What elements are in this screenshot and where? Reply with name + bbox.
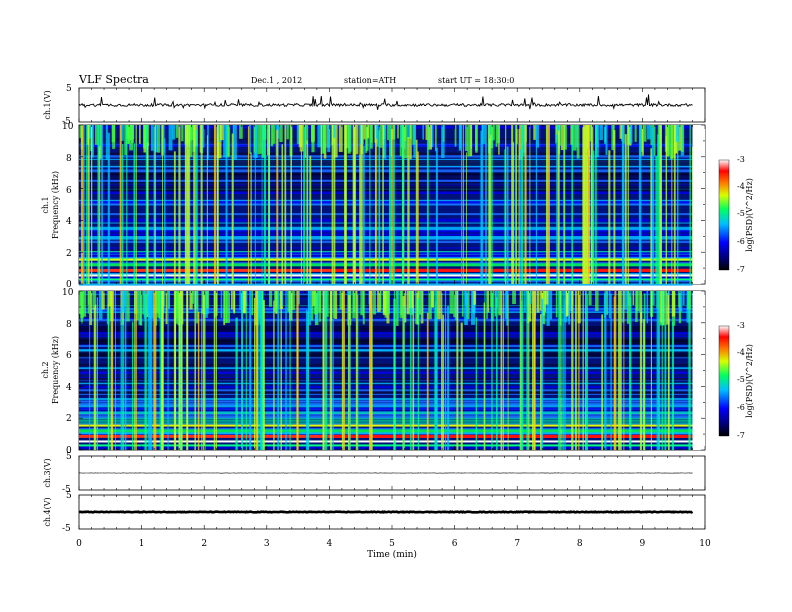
ch2-freq-tick-label: 10 (62, 288, 74, 298)
ch2-colorbar-tick: -7 (737, 431, 745, 440)
ch2-colorbar-tick: -6 (737, 403, 745, 412)
x-tick-label: 4 (327, 539, 333, 549)
ch1-colorbar-tick: -7 (737, 265, 745, 274)
x-tick-label: 0 (76, 539, 82, 549)
ch1-freq-tick-label: 0 (66, 280, 72, 290)
ch2-freq-tick-label: 2 (66, 414, 72, 424)
x-tick-label: 2 (201, 539, 207, 549)
x-tick-label: 6 (452, 539, 458, 549)
start-time-label: start UT = 18:30:0 (438, 76, 514, 85)
x-tick-label: 8 (577, 539, 583, 549)
ch3-ytick-label: -5 (62, 485, 71, 495)
ch4-ytick-label: -5 (62, 524, 71, 534)
ch3-waveform-ylabel: ch.3(V) (43, 458, 52, 487)
ch1-freq-tick-label: 8 (66, 154, 72, 164)
ch2-colorbar-tick: -4 (737, 348, 745, 357)
x-tick-label: 7 (514, 539, 520, 549)
ch3-ytick-label: 5 (66, 452, 72, 462)
ch2-freq-tick-label: 8 (66, 320, 72, 330)
ch1-freq-tick-label: 2 (66, 249, 72, 259)
ch1-waveform-ylabel: ch.1(V) (43, 90, 52, 119)
ch2-freq-tick-label: 4 (66, 383, 72, 393)
station-label: station=ATH (344, 76, 396, 85)
ch4-ytick-label: 5 (66, 491, 72, 501)
ch1-colorbar-label: log(PSD)(V^2/Hz) (745, 178, 754, 252)
ch1-frequency-ylabel: Frequency (kHz) (51, 171, 60, 239)
x-tick-label: 3 (264, 539, 270, 549)
ch1-spectrogram-image (79, 125, 705, 286)
ch2-colorbar-tick: -5 (737, 375, 745, 384)
x-axis-label: Time (min) (367, 549, 417, 560)
ch2-spectrogram-image (79, 291, 705, 450)
ch1-waveform-trace (78, 94, 693, 110)
ch4-waveform-trace (78, 510, 694, 514)
figure-title: VLF Spectra (78, 73, 149, 86)
axis-tick-marks (78, 88, 706, 529)
ch2-colorbar-tick: -3 (737, 321, 745, 330)
ch1-colorbar-tick: -4 (737, 182, 745, 191)
ch1-freq-tick-label: 4 (66, 217, 72, 227)
ch1-colorbar-tick: -5 (737, 209, 745, 218)
x-tick-label: 9 (640, 539, 646, 549)
ch2-colorbar (718, 325, 730, 437)
ch4-waveform-ylabel: ch.4(V) (43, 497, 52, 526)
ch1-freq-tick-label: 10 (62, 122, 74, 132)
date-label: Dec.1 , 2012 (251, 76, 302, 85)
ch2-channel-label: ch.2 (41, 361, 50, 378)
ch1-freq-tick-label: 6 (66, 186, 72, 196)
ch2-freq-tick-label: 0 (66, 446, 72, 456)
x-tick-label: 10 (699, 539, 711, 549)
x-tick-label: 1 (139, 539, 145, 549)
ch1-colorbar-tick: -3 (737, 155, 745, 164)
ch1-colorbar-tick: -6 (737, 237, 745, 246)
ch1-ytick-label: -5 (62, 117, 71, 127)
ch1-colorbar (718, 159, 730, 271)
ch2-colorbar-label: log(PSD)(V^2/Hz) (745, 344, 754, 418)
ch2-freq-tick-label: 6 (66, 351, 72, 361)
ch1-channel-label: ch.1 (41, 196, 50, 213)
ch2-frequency-ylabel: Frequency (kHz) (51, 336, 60, 404)
x-tick-label: 5 (389, 539, 395, 549)
ch1-ytick-label: 5 (66, 84, 72, 94)
